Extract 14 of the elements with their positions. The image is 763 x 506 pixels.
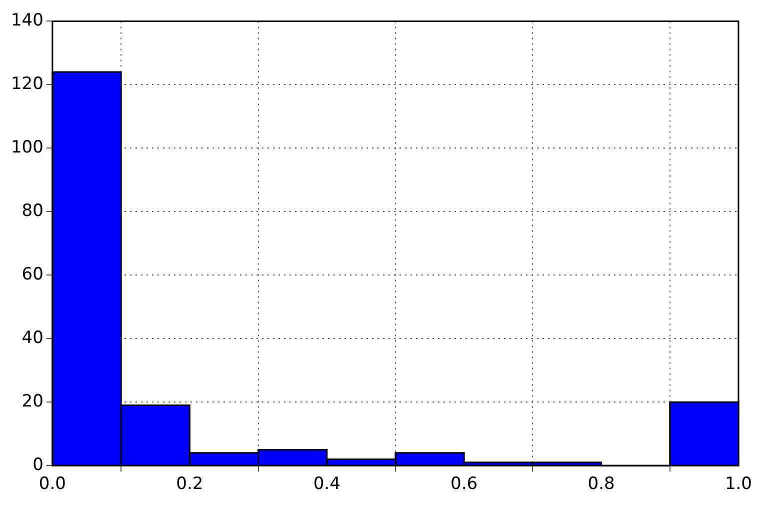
y-tick-label: 140 bbox=[10, 10, 44, 31]
y-tick-label: 0 bbox=[32, 455, 44, 476]
y-tick-label: 100 bbox=[10, 138, 44, 158]
x-tick-label: 0.8 bbox=[588, 474, 615, 494]
x-tick-label: 0.2 bbox=[176, 474, 204, 494]
x-tick-label: 0.6 bbox=[450, 474, 478, 494]
y-tick-label: 60 bbox=[22, 264, 44, 285]
y-tick-label: 40 bbox=[22, 328, 44, 348]
x-tick-label: 0.0 bbox=[38, 474, 66, 494]
x-tick-label: 0.4 bbox=[313, 474, 340, 494]
x-tick-label: 1.0 bbox=[724, 474, 752, 494]
y-tick-label: 120 bbox=[10, 74, 44, 94]
y-tick-label: 80 bbox=[22, 201, 44, 222]
y-tick-label: 20 bbox=[22, 392, 44, 412]
